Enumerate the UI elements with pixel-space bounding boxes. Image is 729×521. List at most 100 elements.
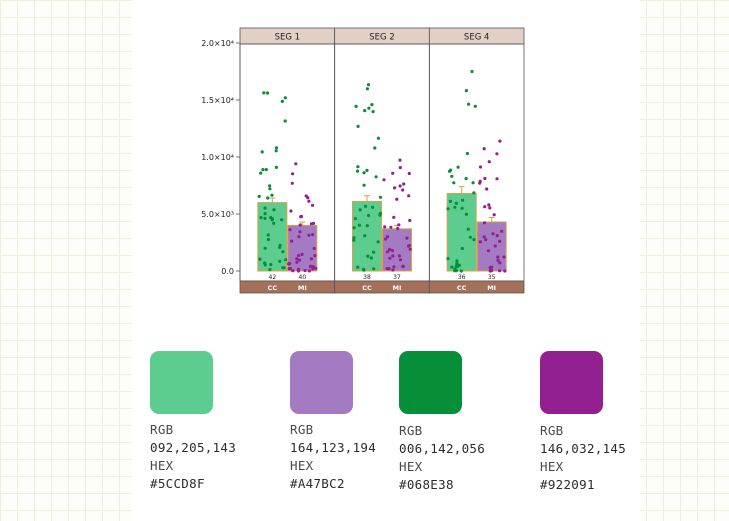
data-point [262, 91, 266, 95]
data-point [268, 184, 272, 188]
group-label: MI [393, 284, 402, 292]
data-point [486, 249, 491, 253]
data-point [388, 256, 392, 260]
data-point [372, 250, 376, 254]
data-point [453, 267, 457, 271]
data-point [357, 223, 361, 227]
data-point [263, 261, 267, 265]
color-swatch [290, 351, 353, 414]
data-point [398, 184, 402, 188]
data-point [378, 211, 383, 215]
data-point [313, 254, 317, 258]
group-strip [428, 280, 525, 294]
data-point [478, 240, 482, 244]
rgb-value: 006,142,056 [399, 441, 486, 456]
data-point [465, 151, 469, 156]
data-point [478, 179, 482, 183]
data-point [390, 249, 395, 253]
rgb-value: 146,032,145 [540, 441, 627, 456]
data-point [283, 96, 287, 100]
data-point [401, 264, 405, 268]
data-point [261, 168, 265, 172]
data-point [374, 175, 378, 179]
data-point [278, 259, 282, 263]
data-point [487, 160, 491, 164]
data-point [297, 235, 301, 239]
data-point [294, 162, 298, 166]
data-point [356, 265, 360, 269]
facet-label: SEG 4 [464, 33, 489, 43]
data-point [401, 188, 405, 192]
data-point [370, 103, 374, 107]
data-point [362, 183, 366, 187]
data-point [495, 177, 499, 181]
data-point [482, 235, 486, 239]
data-point [456, 165, 460, 169]
rgb-label: RGB [540, 423, 564, 438]
data-point [366, 213, 371, 218]
data-point [461, 198, 465, 202]
data-point [464, 89, 468, 93]
data-point [282, 266, 286, 270]
hex-value: #A47BC2 [290, 476, 345, 491]
data-point [311, 233, 315, 237]
hex-value: #922091 [540, 477, 595, 492]
data-point [310, 203, 315, 207]
data-point [391, 268, 395, 272]
data-point [280, 99, 284, 103]
data-point [272, 221, 276, 225]
data-point [367, 106, 371, 110]
bar-cc [352, 200, 382, 272]
data-point [468, 235, 472, 239]
data-point [372, 267, 376, 271]
data-point [366, 83, 371, 87]
data-point [460, 246, 464, 251]
data-point [311, 221, 316, 225]
data-point [289, 209, 293, 213]
data-point [291, 172, 295, 176]
data-point [304, 194, 308, 198]
data-point [454, 201, 458, 205]
palette-entry-2: RGB 164,123,194 HEX #A47BC2 [290, 351, 376, 493]
data-point [298, 230, 302, 234]
data-point [407, 194, 411, 198]
data-point [483, 176, 487, 181]
y-tick-label: 0.0 [221, 267, 234, 276]
n-label: 40 [299, 274, 307, 281]
data-point [472, 238, 476, 242]
data-point [268, 267, 272, 272]
bar-mi [476, 221, 507, 272]
data-point [266, 237, 270, 242]
data-point [496, 255, 500, 259]
data-point [270, 218, 274, 222]
data-point [365, 168, 369, 172]
hex-label: HEX [290, 458, 314, 473]
data-point [488, 266, 492, 270]
rgb-label: RGB [150, 422, 174, 437]
data-point [464, 177, 468, 181]
data-point [356, 165, 360, 169]
data-point [495, 152, 499, 156]
data-point [363, 234, 367, 238]
data-point [455, 259, 459, 263]
palette-entry-1: RGB 092,205,143 HEX #5CCD8F [150, 351, 236, 493]
data-point [407, 244, 411, 248]
data-point [296, 253, 301, 258]
n-label: 37 [393, 274, 401, 281]
data-point [362, 171, 366, 175]
data-point [498, 261, 502, 265]
data-point [389, 225, 393, 229]
rgb-value: 164,123,194 [290, 440, 377, 455]
data-point [453, 205, 457, 209]
data-point [455, 262, 459, 266]
facet-label: SEG 2 [369, 33, 394, 43]
data-point [397, 254, 401, 258]
data-point [502, 255, 506, 259]
data-point [408, 247, 412, 251]
data-point [408, 218, 412, 223]
data-point [396, 227, 400, 231]
data-point [264, 168, 268, 172]
data-point [287, 262, 291, 266]
data-point [448, 169, 452, 173]
n-label: 38 [363, 274, 371, 281]
